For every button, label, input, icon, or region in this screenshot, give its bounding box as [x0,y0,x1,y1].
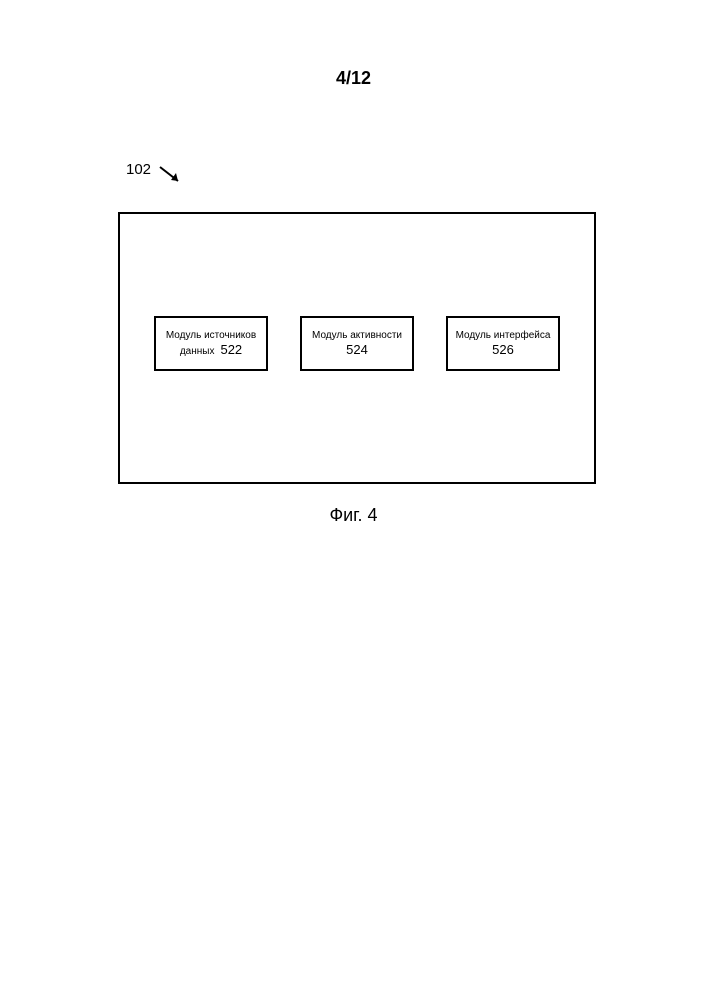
module-label: Модуль интерфейса [456,330,551,342]
module-activity: Модуль активности 524 [300,316,414,371]
module-label: Модуль источников [166,330,256,342]
page-number: 4/12 [0,68,707,89]
figure-caption: Фиг. 4 [0,505,707,526]
modules-row: Модуль источников данных 522 Модуль акти… [120,316,594,371]
module-interface: Модуль интерфейса 526 [446,316,560,371]
module-label-line2: данных [180,346,215,358]
module-number: 524 [346,342,368,357]
system-container-box: Модуль источников данных 522 Модуль акти… [118,212,596,484]
module-label: Модуль активности [312,330,402,342]
module-number: 522 [220,342,242,357]
page: 4/12 102 Модуль источников данных 522 Мо… [0,0,707,1000]
module-number: 526 [492,342,514,357]
pointer-arrow-icon [158,163,188,187]
module-data-sources: Модуль источников данных 522 [154,316,268,371]
pointer-reference-number: 102 [126,161,151,178]
